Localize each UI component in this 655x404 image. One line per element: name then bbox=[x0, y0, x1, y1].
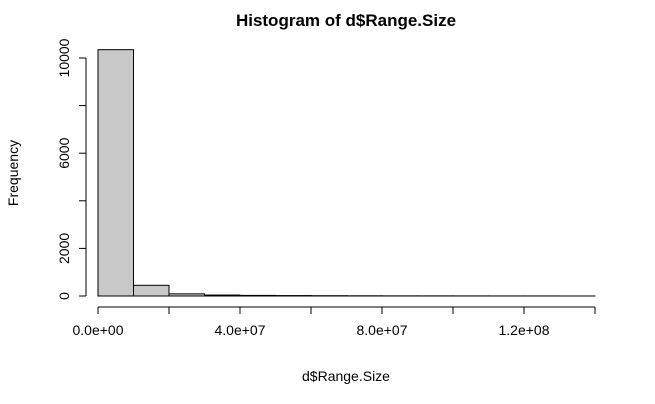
histogram-bar bbox=[168, 293, 205, 297]
bars-group bbox=[97, 49, 596, 297]
histogram-bar bbox=[133, 284, 170, 297]
y-axis-label: Frequency bbox=[5, 140, 21, 206]
histogram-bar bbox=[204, 294, 241, 297]
histogram-bar bbox=[97, 49, 134, 297]
y-axis: 0 2000 6000 10000 bbox=[56, 38, 87, 300]
x-tick-label: 8.0e+07 bbox=[357, 322, 408, 338]
x-tick-label: 1.2e+08 bbox=[499, 322, 550, 338]
y-tick-label: 2000 bbox=[56, 233, 72, 264]
x-tick-label: 0.0e+00 bbox=[73, 322, 124, 338]
y-tick-label: 0 bbox=[56, 292, 72, 300]
y-tick-label: 10000 bbox=[56, 38, 72, 77]
x-tick-label: 4.0e+07 bbox=[215, 322, 266, 338]
chart-title: Histogram of d$Range.Size bbox=[236, 11, 456, 30]
x-axis-label: d$Range.Size bbox=[302, 368, 390, 384]
x-axis: 0.0e+00 4.0e+07 8.0e+07 1.2e+08 bbox=[73, 306, 596, 338]
y-tick-label: 6000 bbox=[56, 137, 72, 168]
histogram-bar bbox=[239, 294, 276, 297]
